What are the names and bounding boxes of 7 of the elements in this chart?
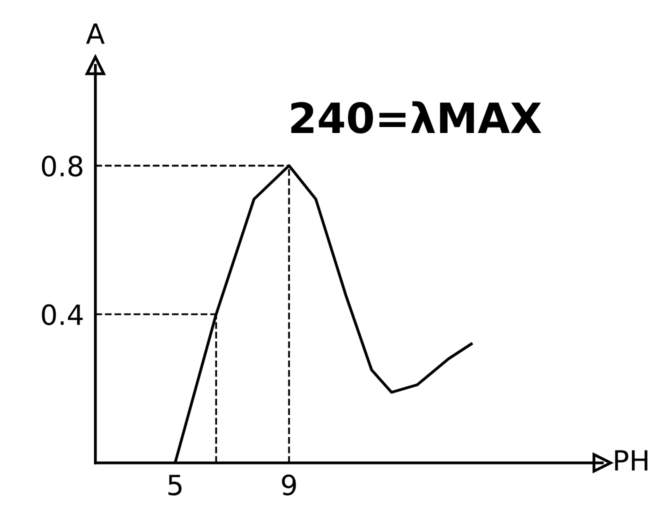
x-axis-title: PH [615, 450, 648, 471]
x-tick-label: 5 [168, 474, 182, 496]
y-tick-label: 0.4 [42, 304, 83, 326]
x-tick-label: 9 [282, 474, 296, 496]
annotation: 240=λMAX [291, 101, 542, 134]
y-tick-label: 0.8 [42, 156, 82, 177]
y-axis-title: A [86, 23, 105, 44]
